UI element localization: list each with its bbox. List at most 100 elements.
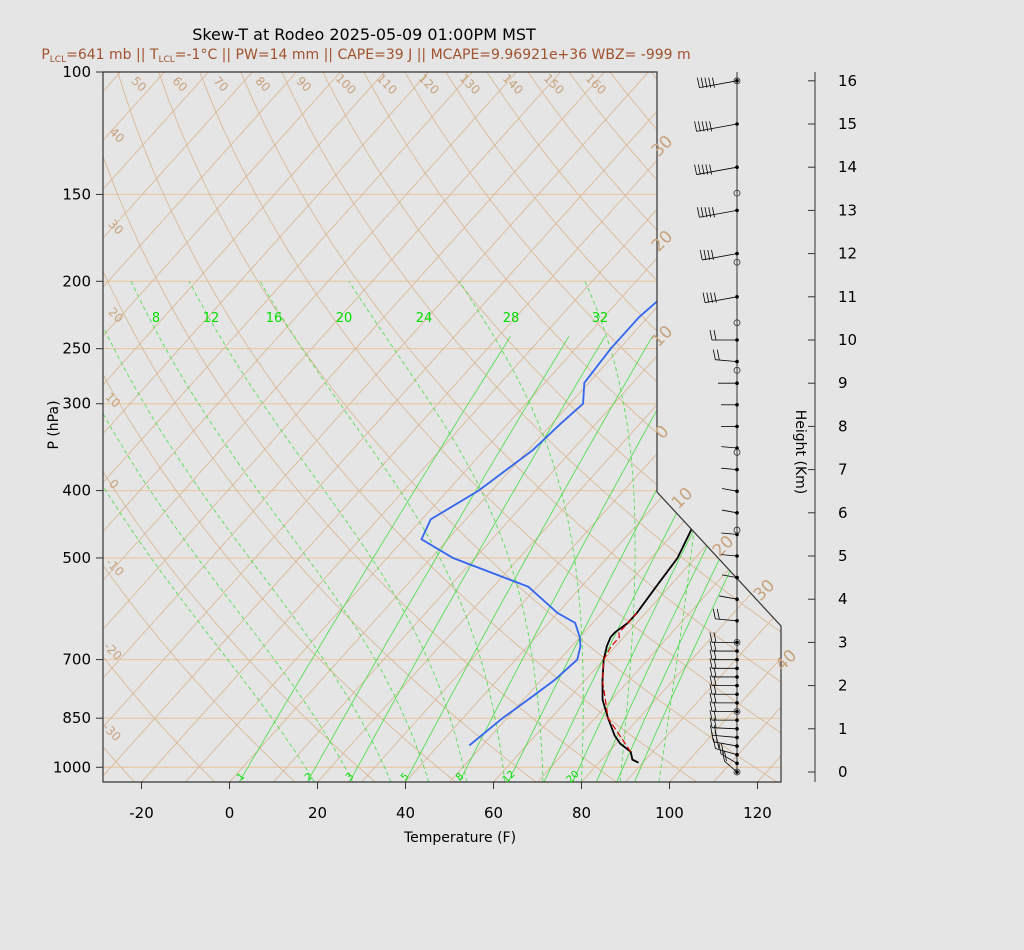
wind-barb-flag <box>709 640 713 652</box>
wind-barb-flag <box>722 751 725 762</box>
x-tick-label: 120 <box>743 804 772 822</box>
profile-temperature <box>601 72 781 764</box>
x-tick-label: 80 <box>572 804 591 822</box>
wind-barb-flag <box>709 684 713 695</box>
wind-barb-flag <box>713 292 717 303</box>
wind-barb <box>712 727 738 730</box>
wind-barb <box>699 80 738 89</box>
mixing-ratio-label: 12 <box>203 311 220 326</box>
subtitle-cape: 39 J <box>386 47 412 63</box>
wind-barb-flag <box>718 743 722 754</box>
subtitle-mcape: 9.96921e+36 <box>491 47 587 63</box>
wind-barb-flag <box>709 329 713 341</box>
mixing-ratio-lines <box>238 336 781 782</box>
wind-barb-flag <box>709 164 713 175</box>
p-tick-label: 200 <box>62 272 91 290</box>
wind-level-ring <box>733 189 741 197</box>
subtitle-wbz: -999 m <box>641 47 691 63</box>
height-axis-label: Height (Km) <box>792 410 808 494</box>
wind-barb <box>715 359 738 362</box>
height-tick-label: 15 <box>838 115 857 133</box>
isotherm-line <box>625 72 781 782</box>
p-tick-label: 1000 <box>53 758 91 776</box>
wind-barb-flag <box>704 77 708 88</box>
height-tick-label: 9 <box>838 374 848 392</box>
wind-barb-flag <box>710 292 713 303</box>
moist-adiabat <box>458 281 584 782</box>
mixing-ratio-line <box>404 336 653 782</box>
height-tick-label: 6 <box>838 504 848 522</box>
moist-adiabat <box>103 281 354 782</box>
isotherm-line <box>581 72 781 782</box>
isotherm-line <box>103 72 385 782</box>
wind-barb-flag <box>709 649 713 660</box>
pressure-axis-ticks: 100 150 200 250 300 400 500 700 850 1000 <box>53 63 103 776</box>
wind-barb <box>704 296 738 304</box>
wind-barb-flag <box>712 77 715 88</box>
height-tick-label: 7 <box>838 461 848 479</box>
isotherm-line <box>103 72 473 782</box>
height-tick-label: 13 <box>838 201 857 219</box>
wind-barb <box>721 467 738 470</box>
mixing-ratio-label: 16 <box>266 311 283 326</box>
subtitle-t-lcl: -1°C <box>186 47 217 63</box>
wind-barb-flag <box>716 349 720 360</box>
plot-border <box>102 71 782 783</box>
isotherm-line <box>103 72 649 782</box>
wind-level-ring <box>733 258 741 266</box>
wind-barb-flag <box>712 738 716 749</box>
wind-barb-flag <box>709 725 713 736</box>
wind-barb-flag <box>709 710 713 721</box>
mixing-ratio-label: 8 <box>152 311 160 326</box>
mixing-ratio-line <box>349 336 606 782</box>
wind-barb-flag <box>721 743 724 754</box>
wind-barb-flag <box>709 675 713 686</box>
wind-barb-flag <box>702 292 706 303</box>
dry-adiabat <box>103 72 537 782</box>
mixing-ratio-label: 24 <box>416 311 433 326</box>
wind-level-dot <box>735 467 739 472</box>
wind-level-ring <box>733 639 741 646</box>
mixing-ratio-label: 28 <box>503 311 520 326</box>
wind-barb-flag <box>713 632 717 643</box>
height-tick-label: 11 <box>838 288 857 306</box>
isotherm-line <box>103 72 517 782</box>
moist-adiabat <box>103 281 315 782</box>
wind-barb <box>721 532 738 535</box>
wind-barb <box>715 618 738 622</box>
x-tick-label: 100 <box>655 804 684 822</box>
wind-barb-flag <box>711 249 714 261</box>
wind-barb-flag <box>709 666 713 678</box>
x-tick-label: 40 <box>396 804 415 822</box>
height-tick-label: 2 <box>838 677 848 695</box>
chart-subtitle: PLCL=641 mb || TLCL=-1°C || PW=14 mm || … <box>41 47 690 65</box>
wind-barb-flag <box>709 717 713 728</box>
wind-level-ring <box>733 708 741 715</box>
p-tick-label: 700 <box>62 651 91 669</box>
moist-adiabat <box>658 281 705 782</box>
dry-adiabat <box>322 72 781 782</box>
height-tick-label: 8 <box>838 417 848 435</box>
p-tick-label: 500 <box>62 549 91 567</box>
p-tick-label: 400 <box>62 482 91 500</box>
chart-title: Skew-T at Rodeo 2025-05-09 01:00PM MST <box>192 25 536 44</box>
wind-barb <box>721 509 738 514</box>
wind-level-ring <box>733 319 741 327</box>
dry-adiabat <box>363 72 781 782</box>
mixing-ratio-label: 32 <box>592 311 609 326</box>
wind-barb-flag <box>707 249 711 261</box>
height-tick-label: 14 <box>838 158 857 176</box>
wind-barb-flag <box>700 77 704 88</box>
wind-barb-flag <box>700 207 704 218</box>
x-axis-ticks: -20 0 20 40 60 80 100 120 <box>129 782 772 822</box>
wind-barb-flag <box>708 207 712 218</box>
wind-barb-flag <box>713 329 717 341</box>
wind-barb-flag <box>713 725 717 736</box>
wind-barb-flag <box>709 701 713 712</box>
wind-barb-flag <box>712 608 716 619</box>
wind-barb-flag <box>709 121 713 132</box>
dry-adiabat <box>117 72 697 782</box>
height-tick-label: 1 <box>838 720 848 738</box>
